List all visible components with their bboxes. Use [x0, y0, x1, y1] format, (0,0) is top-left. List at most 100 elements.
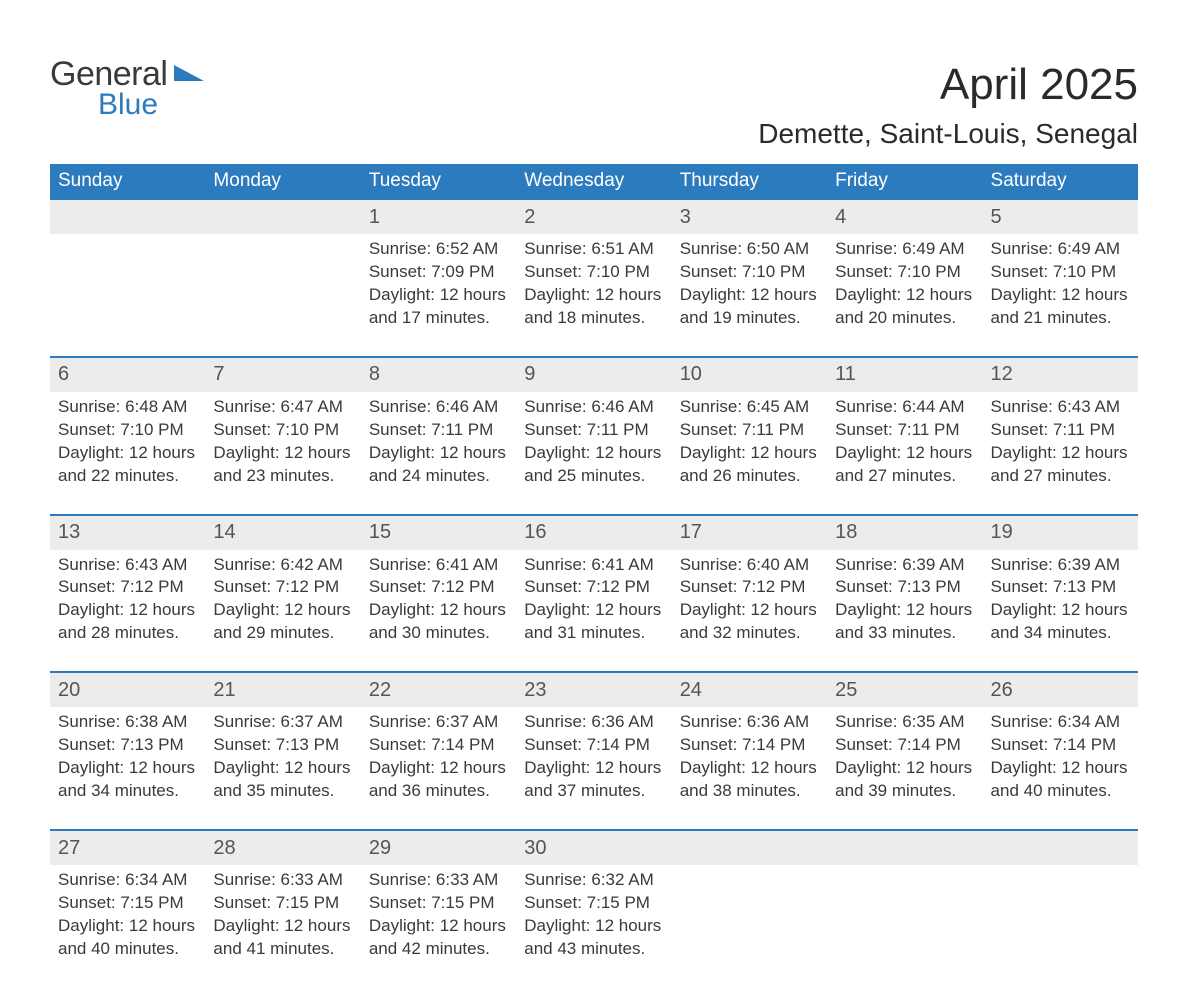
day-number: 2: [516, 199, 671, 234]
sunset-text: Sunset: 7:13 PM: [991, 576, 1130, 599]
daylight-text-2: and 38 minutes.: [680, 780, 819, 803]
day-number: 22: [361, 672, 516, 707]
daylight-text-2: and 19 minutes.: [680, 307, 819, 330]
dow-fri: Friday: [827, 164, 982, 199]
sunset-text: Sunset: 7:10 PM: [213, 419, 352, 442]
day-number: 30: [516, 830, 671, 865]
empty-body: [827, 865, 982, 987]
day-number: 11: [827, 357, 982, 392]
daylight-text-2: and 25 minutes.: [524, 465, 663, 488]
daylight-text-1: Daylight: 12 hours: [369, 442, 508, 465]
day-detail: Sunrise: 6:47 AMSunset: 7:10 PMDaylight:…: [205, 392, 360, 515]
sunset-text: Sunset: 7:15 PM: [213, 892, 352, 915]
sunset-text: Sunset: 7:15 PM: [58, 892, 197, 915]
day-detail: Sunrise: 6:41 AMSunset: 7:12 PMDaylight:…: [361, 550, 516, 673]
daylight-text-1: Daylight: 12 hours: [835, 442, 974, 465]
date-row: 27282930: [50, 830, 1138, 865]
daylight-text-2: and 29 minutes.: [213, 622, 352, 645]
daylight-text-2: and 22 minutes.: [58, 465, 197, 488]
day-detail: Sunrise: 6:37 AMSunset: 7:14 PMDaylight:…: [361, 707, 516, 830]
sunset-text: Sunset: 7:12 PM: [58, 576, 197, 599]
daylight-text-1: Daylight: 12 hours: [369, 599, 508, 622]
daylight-text-2: and 34 minutes.: [991, 622, 1130, 645]
day-detail: Sunrise: 6:41 AMSunset: 7:12 PMDaylight:…: [516, 550, 671, 673]
day-number: 5: [983, 199, 1138, 234]
daylight-text-2: and 32 minutes.: [680, 622, 819, 645]
daylight-text-1: Daylight: 12 hours: [835, 757, 974, 780]
daylight-text-2: and 28 minutes.: [58, 622, 197, 645]
daylight-text-1: Daylight: 12 hours: [524, 599, 663, 622]
sunrise-text: Sunrise: 6:41 AM: [524, 554, 663, 577]
daylight-text-1: Daylight: 12 hours: [58, 915, 197, 938]
daylight-text-2: and 24 minutes.: [369, 465, 508, 488]
day-detail: Sunrise: 6:33 AMSunset: 7:15 PMDaylight:…: [205, 865, 360, 987]
empty-date: [205, 199, 360, 234]
sunset-text: Sunset: 7:14 PM: [991, 734, 1130, 757]
day-number: 27: [50, 830, 205, 865]
sunset-text: Sunset: 7:10 PM: [991, 261, 1130, 284]
daylight-text-1: Daylight: 12 hours: [369, 757, 508, 780]
day-number: 17: [672, 515, 827, 550]
body-row: Sunrise: 6:38 AMSunset: 7:13 PMDaylight:…: [50, 707, 1138, 830]
daylight-text-2: and 27 minutes.: [991, 465, 1130, 488]
day-number: 26: [983, 672, 1138, 707]
day-number: 24: [672, 672, 827, 707]
sunset-text: Sunset: 7:12 PM: [524, 576, 663, 599]
sunrise-text: Sunrise: 6:43 AM: [991, 396, 1130, 419]
day-detail: Sunrise: 6:34 AMSunset: 7:15 PMDaylight:…: [50, 865, 205, 987]
daylight-text-2: and 21 minutes.: [991, 307, 1130, 330]
daylight-text-2: and 18 minutes.: [524, 307, 663, 330]
daylight-text-1: Daylight: 12 hours: [524, 284, 663, 307]
sunrise-text: Sunrise: 6:45 AM: [680, 396, 819, 419]
daylight-text-1: Daylight: 12 hours: [680, 284, 819, 307]
day-number: 8: [361, 357, 516, 392]
sunrise-text: Sunrise: 6:33 AM: [213, 869, 352, 892]
day-detail: Sunrise: 6:34 AMSunset: 7:14 PMDaylight:…: [983, 707, 1138, 830]
body-row: Sunrise: 6:34 AMSunset: 7:15 PMDaylight:…: [50, 865, 1138, 987]
day-detail: Sunrise: 6:32 AMSunset: 7:15 PMDaylight:…: [516, 865, 671, 987]
location-subtitle: Demette, Saint-Louis, Senegal: [50, 118, 1138, 150]
sunrise-text: Sunrise: 6:51 AM: [524, 238, 663, 261]
day-number: 14: [205, 515, 360, 550]
day-number: 10: [672, 357, 827, 392]
empty-date: [983, 830, 1138, 865]
sunrise-text: Sunrise: 6:40 AM: [680, 554, 819, 577]
sunrise-text: Sunrise: 6:32 AM: [524, 869, 663, 892]
sunrise-text: Sunrise: 6:46 AM: [524, 396, 663, 419]
day-detail: Sunrise: 6:38 AMSunset: 7:13 PMDaylight:…: [50, 707, 205, 830]
day-detail: Sunrise: 6:49 AMSunset: 7:10 PMDaylight:…: [983, 234, 1138, 357]
sunset-text: Sunset: 7:10 PM: [680, 261, 819, 284]
daylight-text-1: Daylight: 12 hours: [835, 284, 974, 307]
sunrise-text: Sunrise: 6:42 AM: [213, 554, 352, 577]
sunrise-text: Sunrise: 6:34 AM: [991, 711, 1130, 734]
daylight-text-1: Daylight: 12 hours: [369, 915, 508, 938]
sunset-text: Sunset: 7:12 PM: [369, 576, 508, 599]
daylight-text-2: and 42 minutes.: [369, 938, 508, 961]
day-detail: Sunrise: 6:43 AMSunset: 7:12 PMDaylight:…: [50, 550, 205, 673]
day-detail: Sunrise: 6:51 AMSunset: 7:10 PMDaylight:…: [516, 234, 671, 357]
day-detail: Sunrise: 6:35 AMSunset: 7:14 PMDaylight:…: [827, 707, 982, 830]
daylight-text-1: Daylight: 12 hours: [524, 915, 663, 938]
logo-triangle-icon: [174, 63, 206, 88]
day-number: 1: [361, 199, 516, 234]
sunrise-text: Sunrise: 6:39 AM: [835, 554, 974, 577]
day-number: 19: [983, 515, 1138, 550]
day-number: 29: [361, 830, 516, 865]
date-row: 12345: [50, 199, 1138, 234]
sunrise-text: Sunrise: 6:35 AM: [835, 711, 974, 734]
daylight-text-2: and 26 minutes.: [680, 465, 819, 488]
daylight-text-1: Daylight: 12 hours: [991, 284, 1130, 307]
sunrise-text: Sunrise: 6:41 AM: [369, 554, 508, 577]
sunrise-text: Sunrise: 6:47 AM: [213, 396, 352, 419]
day-number: 4: [827, 199, 982, 234]
body-row: Sunrise: 6:52 AMSunset: 7:09 PMDaylight:…: [50, 234, 1138, 357]
day-number: 25: [827, 672, 982, 707]
day-of-week-row: Sunday Monday Tuesday Wednesday Thursday…: [50, 164, 1138, 199]
day-detail: Sunrise: 6:43 AMSunset: 7:11 PMDaylight:…: [983, 392, 1138, 515]
sunset-text: Sunset: 7:14 PM: [680, 734, 819, 757]
day-number: 9: [516, 357, 671, 392]
sunset-text: Sunset: 7:10 PM: [524, 261, 663, 284]
dow-thu: Thursday: [672, 164, 827, 199]
day-detail: Sunrise: 6:33 AMSunset: 7:15 PMDaylight:…: [361, 865, 516, 987]
day-detail: Sunrise: 6:40 AMSunset: 7:12 PMDaylight:…: [672, 550, 827, 673]
